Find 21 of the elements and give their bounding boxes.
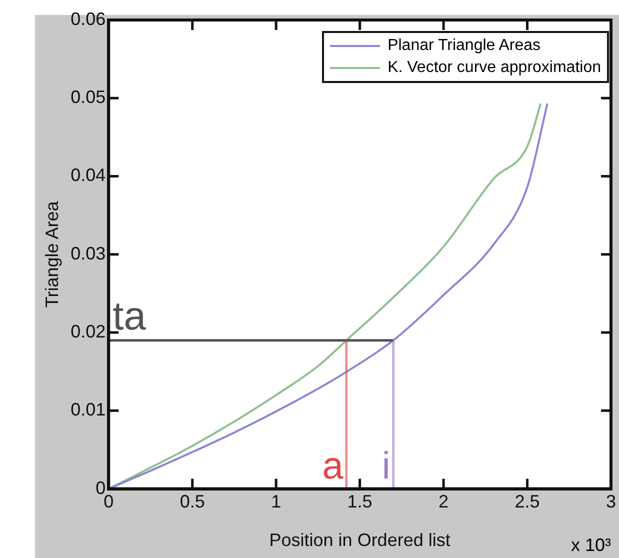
y-axis-title: Triangle Area [42,200,62,308]
ref-line-label: ta [112,294,147,338]
text: x 10³ [570,535,611,556]
y-tick-label: 0.05 [70,87,106,108]
ref-line-label: i [382,445,390,488]
y-tick-label: 0.06 [70,8,106,29]
legend-label: Planar Triangle Areas [388,37,541,55]
x-tick-label: 2.5 [514,492,540,512]
x-tick-label: 0.5 [180,492,205,512]
x-tick-label: 3 [606,492,616,512]
legend-label: K. Vector curve approximation [388,59,601,77]
x-tick-label: 1.5 [347,492,372,512]
y-tick-label: 0.02 [70,322,106,342]
y-tick-label: 0.04 [70,165,106,186]
ref-line-label: a [322,445,344,488]
x-tick-label: 1 [271,492,282,512]
x-tick-label: 2 [438,492,449,512]
y-tick-label: 0.01 [70,400,106,420]
y-tick-label: 0 [96,478,106,498]
x-axis-title: Position in Ordered list [269,530,450,550]
y-tick-label: 0.03 [70,243,106,264]
